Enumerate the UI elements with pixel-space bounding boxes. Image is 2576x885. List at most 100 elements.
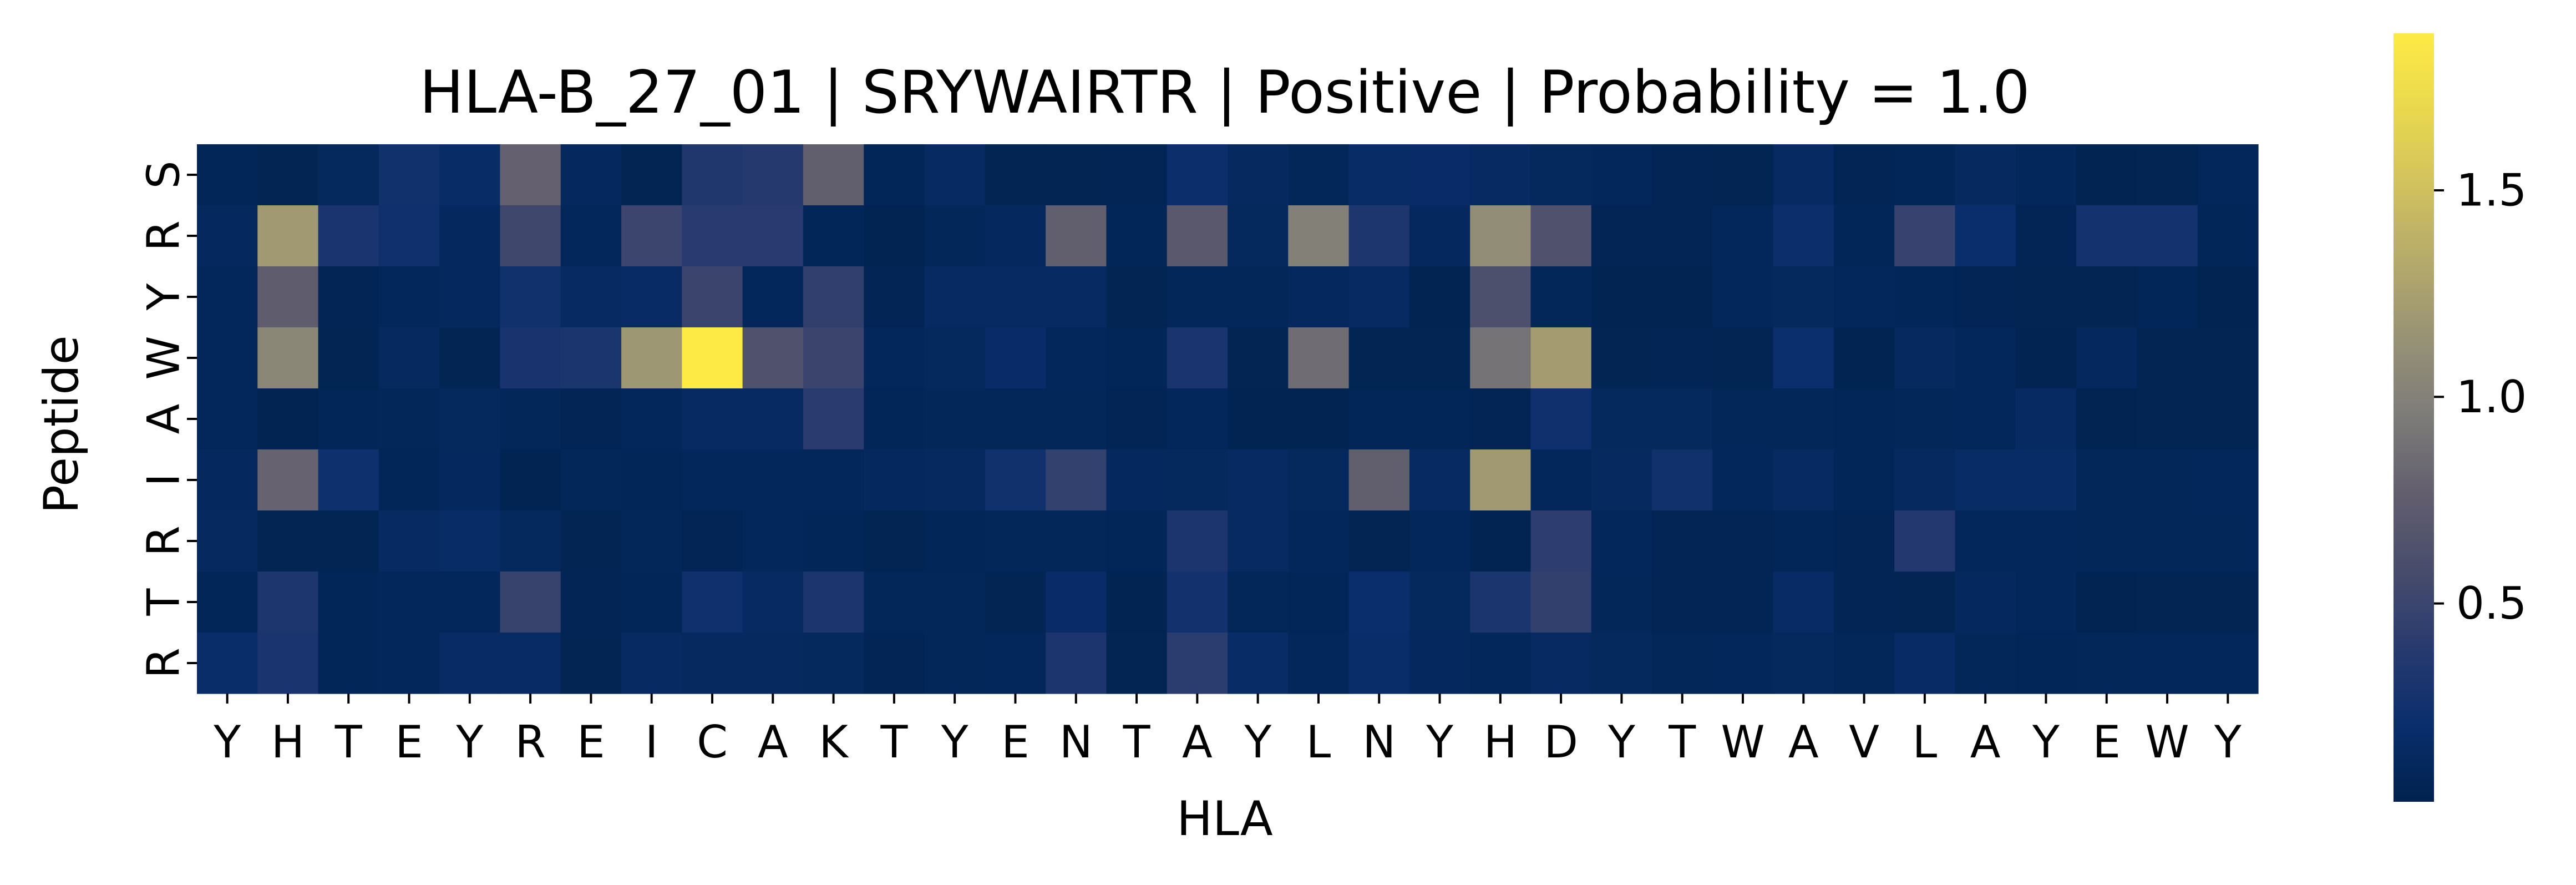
heatmap-cell <box>1409 388 1470 450</box>
heatmap-cells <box>197 144 2259 694</box>
heatmap-cell <box>621 510 682 572</box>
heatmap-cell <box>257 205 319 267</box>
x-tick-label: Y <box>1244 716 1272 768</box>
x-tick-label: E <box>2092 716 2121 768</box>
heatmap-cell <box>197 572 258 633</box>
heatmap-cell <box>1409 633 1470 694</box>
heatmap-cell <box>439 449 501 511</box>
heatmap-cell <box>1894 205 1956 267</box>
heatmap-cell <box>1591 633 1652 694</box>
heatmap-cell <box>1894 633 1956 694</box>
heatmap-cell <box>1955 572 2016 633</box>
heatmap-cell <box>1773 205 1834 267</box>
heatmap-cell <box>318 510 379 572</box>
heatmap-cell <box>1530 449 1592 511</box>
heatmap-cell <box>1228 266 1289 328</box>
x-tick-label: Y <box>455 716 484 768</box>
heatmap-cell <box>197 510 258 572</box>
heatmap-cell <box>1591 327 1652 389</box>
heatmap-cell <box>924 510 986 572</box>
heatmap-cell <box>2137 388 2198 450</box>
heatmap-cell <box>1652 572 1713 633</box>
heatmap-cell <box>197 327 258 389</box>
x-tick-label: Y <box>2032 716 2060 768</box>
x-tick-label: K <box>819 716 849 768</box>
heatmap-cell <box>1409 449 1470 511</box>
heatmap-cell <box>2137 633 2198 694</box>
y-tick-label: R <box>138 648 190 679</box>
heatmap-cell <box>560 266 622 328</box>
heatmap-cell <box>2197 266 2259 328</box>
heatmap-cell <box>1955 633 2016 694</box>
heatmap-cell <box>2076 449 2138 511</box>
heatmap-cell <box>500 572 561 633</box>
y-tick-label: A <box>138 403 190 434</box>
heatmap-cell <box>318 266 379 328</box>
x-tick-label: W <box>1721 716 1764 768</box>
heatmap-cell <box>1712 572 1774 633</box>
heatmap-cell <box>1894 327 1956 389</box>
heatmap-cell <box>500 510 561 572</box>
heatmap-cell <box>864 449 925 511</box>
heatmap-cell <box>924 327 986 389</box>
heatmap-cell <box>1348 572 1410 633</box>
y-tick-label: Y <box>138 282 190 311</box>
x-tick-label: E <box>577 716 605 768</box>
y-tick-label: W <box>138 336 190 380</box>
heatmap-cell <box>1652 449 1713 511</box>
heatmap-cell <box>1288 266 1350 328</box>
heatmap-cell <box>439 327 501 389</box>
heatmap-cell <box>1894 144 1956 206</box>
heatmap-cell <box>1955 327 2016 389</box>
x-tick-label: N <box>1059 716 1093 768</box>
heatmap-cell <box>682 144 743 206</box>
heatmap-cell <box>1894 449 1956 511</box>
heatmap-cell <box>985 266 1046 328</box>
x-tick-label: I <box>645 716 658 768</box>
heatmap-cell <box>560 572 622 633</box>
heatmap-cell <box>1106 266 1168 328</box>
heatmap-cell <box>500 327 561 389</box>
heatmap-cell <box>803 388 864 450</box>
heatmap-cell <box>1712 205 1774 267</box>
heatmap-cell <box>742 205 804 267</box>
heatmap-cell <box>1591 388 1652 450</box>
heatmap-cell <box>621 572 682 633</box>
heatmap-cell <box>1530 633 1592 694</box>
heatmap-cell <box>1046 510 1107 572</box>
heatmap-cell <box>2137 266 2198 328</box>
heatmap-cell <box>1409 266 1470 328</box>
heatmap-cell <box>318 572 379 633</box>
heatmap-cell <box>1228 388 1289 450</box>
heatmap-cell <box>621 388 682 450</box>
heatmap-cell <box>257 572 319 633</box>
heatmap-cell <box>2137 205 2198 267</box>
heatmap-cell <box>742 266 804 328</box>
heatmap-cell <box>1712 510 1774 572</box>
heatmap-cell <box>742 572 804 633</box>
heatmap-cell <box>1530 266 1592 328</box>
heatmap-cell <box>1652 144 1713 206</box>
heatmap-cell <box>985 144 1046 206</box>
x-tick-label: Y <box>213 716 241 768</box>
x-tick-label: A <box>1182 716 1213 768</box>
heatmap-cell <box>2137 144 2198 206</box>
heatmap-cell <box>1470 449 1532 511</box>
heatmap-cell <box>560 205 622 267</box>
heatmap-cell <box>2076 205 2138 267</box>
x-tick-label: L <box>1306 716 1331 768</box>
heatmap-cell <box>500 388 561 450</box>
heatmap-cell <box>864 327 925 389</box>
heatmap-cell <box>803 510 864 572</box>
heatmap-cell <box>1348 144 1410 206</box>
heatmap-cell <box>1712 266 1774 328</box>
heatmap-cell <box>1773 510 1834 572</box>
heatmap-cell <box>1955 144 2016 206</box>
heatmap-cell <box>378 266 440 328</box>
x-tick-label: A <box>758 716 788 768</box>
heatmap-cell <box>1833 205 1895 267</box>
heatmap-cell <box>378 633 440 694</box>
heatmap-cell <box>500 633 561 694</box>
heatmap-cell <box>318 327 379 389</box>
